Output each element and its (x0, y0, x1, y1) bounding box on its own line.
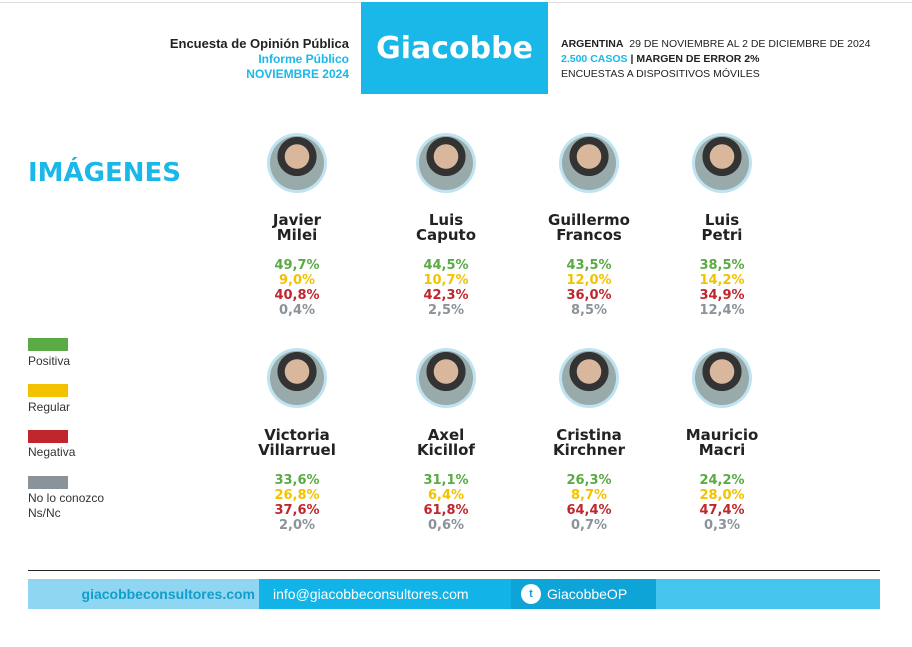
legend-label-positiva: Positiva (28, 354, 71, 368)
value-negativa: 37,6% (274, 503, 320, 518)
candidate-last-name: Caputo (415, 226, 477, 244)
footer-bar: giacobbeconsultores.com info@giacobbecon… (28, 579, 880, 609)
value-positiva: 33,6% (274, 473, 320, 488)
candidate-last-name: Kirchner (553, 441, 625, 459)
survey-method: ENCUESTAS A DISPOSITIVOS MÓVILES (561, 68, 760, 80)
candidate-photo (267, 133, 327, 193)
value-nsnc: 8,5% (570, 303, 608, 318)
value-negativa: 47,4% (699, 503, 745, 518)
twitter-bird-icon: t (521, 584, 541, 604)
value-regular: 6,4% (427, 488, 465, 503)
value-nsnc: 0,7% (570, 518, 608, 533)
value-nsnc: 2,5% (427, 303, 465, 318)
survey-dates: 29 DE NOVIEMBRE AL 2 DE DICIEMBRE DE 202… (629, 38, 871, 50)
value-nsnc: 2,0% (278, 518, 316, 533)
value-nsnc: 12,4% (699, 303, 745, 318)
value-negativa: 64,4% (566, 503, 612, 518)
candidate-card: Luis Caputo 44,5% 10,7% 42,3% 2,5% (376, 133, 516, 318)
candidate-first-name: Victoria (264, 426, 330, 444)
value-positiva: 38,5% (699, 258, 745, 273)
candidate-last-name: Milei (276, 226, 318, 244)
twitter-handle: GiacobbeOP (547, 586, 628, 602)
candidate-last-name: Macri (698, 441, 746, 459)
value-regular: 12,0% (566, 273, 612, 288)
legend-label-regular: Regular (28, 400, 71, 414)
candidate-card: Mauricio Macri 24,2% 28,0% 47,4% 0,3% (652, 348, 792, 533)
section-title: IMÁGENES (28, 158, 182, 188)
candidate-photo (267, 348, 327, 408)
email-link[interactable]: info@giacobbeconsultores.com (259, 579, 511, 609)
legend-swatch-nsnc (28, 476, 68, 489)
survey-title: Encuesta de Opinión Pública (169, 36, 349, 51)
value-positiva: 49,7% (274, 258, 320, 273)
value-nsnc: 0,3% (703, 518, 741, 533)
value-positiva: 43,5% (566, 258, 612, 273)
twitter-link[interactable]: t GiacobbeOP (511, 579, 656, 609)
candidate-last-name: Francos (556, 226, 622, 244)
candidate-last-name: Kicillof (417, 441, 475, 459)
giacobbe-logo: Giacobbe (361, 2, 548, 94)
legend-label-negativa: Negativa (28, 445, 76, 459)
value-negativa: 34,9% (699, 288, 745, 303)
value-negativa: 40,8% (274, 288, 320, 303)
candidate-photo (692, 348, 752, 408)
legend-label-nsnc: No lo conozco Ns/Nc (28, 491, 105, 520)
candidate-photo (416, 133, 476, 193)
value-nsnc: 0,4% (278, 303, 316, 318)
value-regular: 26,8% (274, 488, 320, 503)
report-type: Informe Público (258, 52, 349, 66)
value-positiva: 44,5% (423, 258, 469, 273)
legend-swatch-positiva (28, 338, 68, 351)
candidate-first-name: Luis (428, 211, 464, 229)
legend-swatch-negativa (28, 430, 68, 443)
candidate-card: Guillermo Francos 43,5% 12,0% 36,0% 8,5% (519, 133, 659, 318)
candidate-last-name: Villarruel (258, 441, 336, 459)
candidate-first-name: Guillermo (548, 211, 630, 229)
value-negativa: 42,3% (423, 288, 469, 303)
candidate-card: Luis Petri 38,5% 14,2% 34,9% 12,4% (652, 133, 792, 318)
value-positiva: 31,1% (423, 473, 469, 488)
candidate-photo (559, 348, 619, 408)
candidate-first-name: Cristina (556, 426, 622, 444)
value-positiva: 24,2% (699, 473, 745, 488)
cases: 2.500 CASOS (561, 53, 628, 65)
candidate-card: Axel Kicillof 31,1% 6,4% 61,8% 0,6% (376, 348, 516, 533)
value-regular: 8,7% (570, 488, 608, 503)
candidate-first-name: Luis (704, 211, 740, 229)
value-negativa: 36,0% (566, 288, 612, 303)
candidate-card: Cristina Kirchner 26,3% 8,7% 64,4% 0,7% (519, 348, 659, 533)
legend-swatch-regular (28, 384, 68, 397)
value-regular: 10,7% (423, 273, 469, 288)
value-regular: 28,0% (699, 488, 745, 503)
value-nsnc: 0,6% (427, 518, 465, 533)
value-regular: 9,0% (278, 273, 316, 288)
margin-of-error: | MARGEN DE ERROR 2% (630, 53, 760, 65)
candidate-first-name: Mauricio (685, 426, 759, 444)
candidate-photo (692, 133, 752, 193)
candidate-first-name: Axel (427, 426, 465, 444)
candidate-first-name: Javier (272, 211, 322, 229)
value-regular: 14,2% (699, 273, 745, 288)
report-month: NOVIEMBRE 2024 (246, 67, 349, 81)
candidate-card: Javier Milei 49,7% 9,0% 40,8% 0,4% (227, 133, 367, 318)
candidate-photo (416, 348, 476, 408)
candidate-last-name: Petri (701, 226, 743, 244)
website-link[interactable]: giacobbeconsultores.com (28, 579, 259, 609)
value-positiva: 26,3% (566, 473, 612, 488)
value-negativa: 61,8% (423, 503, 469, 518)
country: ARGENTINA (561, 38, 624, 50)
footer-divider (28, 570, 880, 571)
candidate-photo (559, 133, 619, 193)
candidate-card: Victoria Villarruel 33,6% 26,8% 37,6% 2,0… (227, 348, 367, 533)
